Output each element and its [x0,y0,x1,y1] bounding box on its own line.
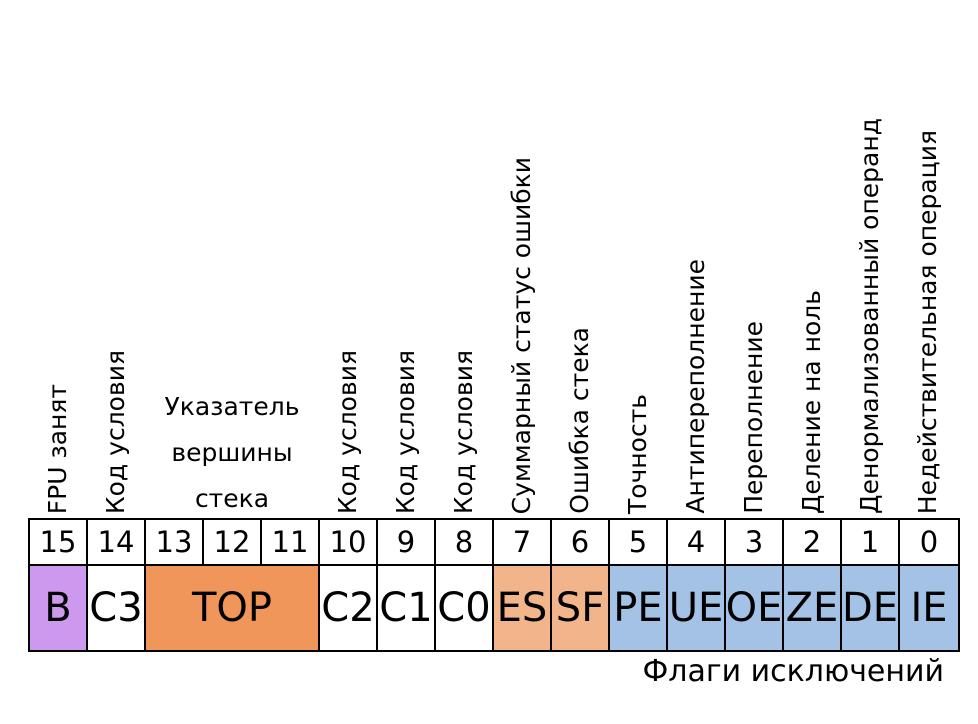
label-bit2-text: Деление на ноль [796,289,826,514]
field-c1: C1 [378,566,436,650]
label-top-line3: стека [194,484,270,513]
label-bit15-text: FPU занят [42,383,72,514]
label-bit10-text: Код условия [332,349,362,514]
bit-number: 11 [262,520,320,564]
bit-number: 13 [146,520,204,564]
bit-number: 2 [784,520,842,564]
bit-number: 10 [320,520,378,564]
bit-number: 14 [88,520,146,564]
bit-number: 8 [436,520,494,564]
label-bit6: Ошибка стека [550,24,608,514]
label-bit0: Недействительная операция [898,24,956,514]
label-bit5-text: Точность [622,393,652,514]
label-bit7-text: Суммарный статус ошибки [506,156,536,514]
field-sf: SF [552,566,610,650]
label-bit9-text: Код условия [390,349,420,514]
bit-number: 5 [610,520,668,564]
field-c0: C0 [436,566,494,650]
field-c3: C3 [88,566,146,650]
field-c2: C2 [320,566,378,650]
bit-number: 15 [30,520,88,564]
bit-number: 1 [842,520,900,564]
label-bit14: Код условия [86,24,144,514]
label-top-line2: вершины [171,438,293,467]
field-oe: OE [726,566,784,650]
bit-number-row: 15 14 13 12 11 10 9 8 7 6 5 4 3 2 1 0 [28,518,960,564]
label-bit1-text: Денормализованный операнд [854,118,884,514]
bit-number: 6 [552,520,610,564]
field-ue: UE [668,566,726,650]
label-bit15: FPU занят [28,24,86,514]
bit-number: 12 [204,520,262,564]
label-bit0-text: Недействительная операция [912,129,942,514]
label-bit9: Код условия [376,24,434,514]
label-bit14-text: Код условия [100,349,130,514]
label-bit7: Суммарный статус ошибки [492,24,550,514]
field-ze: ZE [784,566,842,650]
bit-number: 3 [726,520,784,564]
label-top-pointer: Указатель вершины стека [146,384,318,522]
label-bit2: Деление на ноль [782,24,840,514]
label-bit8: Код условия [434,24,492,514]
field-top: TOP [146,566,320,650]
bit-number: 9 [378,520,436,564]
label-bit4-text: Антипереполнение [680,259,710,514]
exception-flags-caption: Флаги исключений [642,654,944,689]
label-bit6-text: Ошибка стека [564,327,594,514]
label-bit3-text: Переполнение [738,321,768,514]
label-bit10: Код условия [318,24,376,514]
label-bit3: Переполнение [724,24,782,514]
label-bit8-text: Код условия [448,349,478,514]
field-row: B C3 TOP C2 C1 C0 ES SF PE UE OE ZE DE I… [28,564,960,652]
field-es: ES [494,566,552,650]
label-bit1: Денормализованный операнд [840,24,898,514]
label-bit5: Точность [608,24,666,514]
bit-number: 4 [668,520,726,564]
field-de: DE [842,566,900,650]
bit-number: 7 [494,520,552,564]
label-top-line1: Указатель [164,392,300,421]
field-b: B [30,566,88,650]
field-ie: IE [900,566,958,650]
bit-number: 0 [919,525,939,559]
label-bit4: Антипереполнение [666,24,724,514]
field-pe: PE [610,566,668,650]
